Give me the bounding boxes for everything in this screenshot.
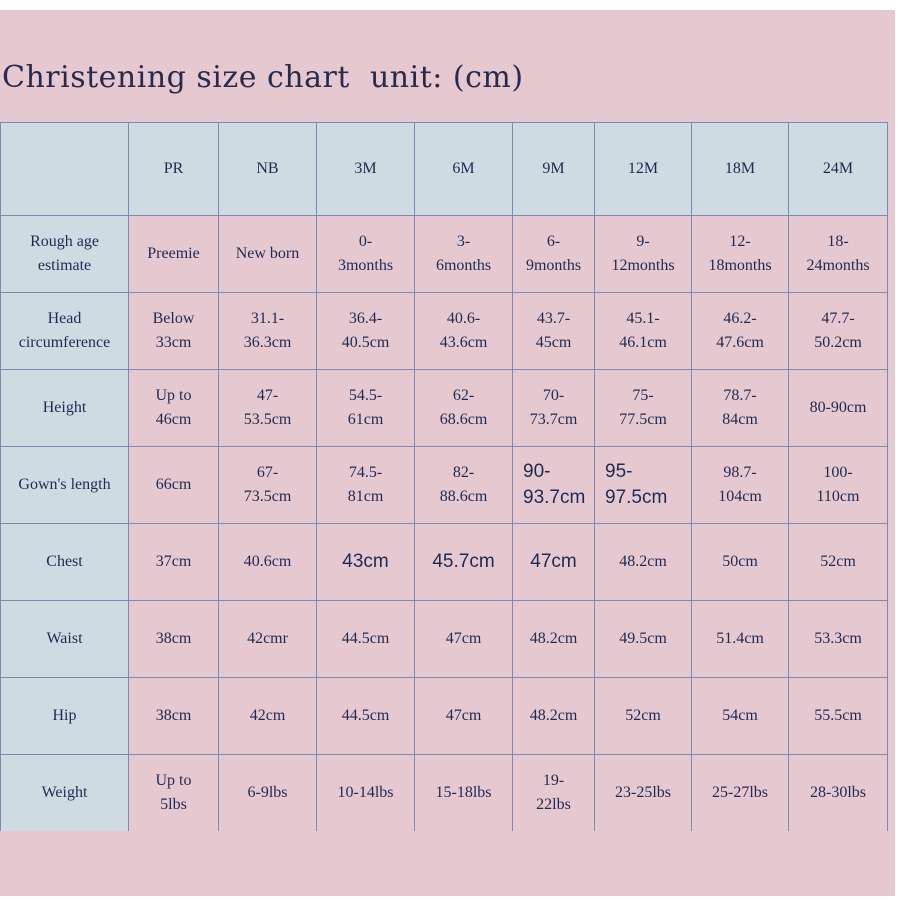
- table-cell: 82- 88.6cm: [414, 446, 513, 524]
- size-header-cell: 24M: [788, 122, 888, 216]
- table-cell: 38cm: [128, 677, 219, 755]
- size-header-cell: 12M: [594, 122, 692, 216]
- table-cell: 46.2- 47.6cm: [691, 292, 789, 370]
- table-row: Weight Up to 5lbs 6-9lbs 10-14lbs 15-18l…: [0, 754, 888, 831]
- table-cell: 37cm: [128, 523, 219, 601]
- size-header-cell: 18M: [691, 122, 789, 216]
- table-cell: 47.7- 50.2cm: [788, 292, 888, 370]
- table-cell: 19- 22lbs: [512, 754, 595, 831]
- table-cell: 42cmr: [218, 600, 317, 678]
- chart-title: Christening size chart unit: (cm): [2, 60, 524, 95]
- table-row: Rough age estimate Preemie New born 0- 3…: [0, 215, 888, 293]
- table-cell: 55.5cm: [788, 677, 888, 755]
- table-cell: 80-90cm: [788, 369, 888, 447]
- table-row: Gown's length 66cm 67- 73.5cm 74.5- 81cm…: [0, 446, 888, 524]
- table-cell: 49.5cm: [594, 600, 692, 678]
- table-cell: 40.6cm: [218, 523, 317, 601]
- table-cell: 25-27lbs: [691, 754, 789, 831]
- row-label: Waist: [0, 600, 129, 678]
- table-cell: 28-30lbs: [788, 754, 888, 831]
- size-header-row: PR NB 3M 6M 9M 12M 18M 24M: [0, 122, 888, 216]
- table-cell: 54cm: [691, 677, 789, 755]
- size-header-cell: 3M: [316, 122, 415, 216]
- table-row: Chest 37cm 40.6cm 43cm 45.7cm 47cm 48.2c…: [0, 523, 888, 601]
- size-table: PR NB 3M 6M 9M 12M 18M 24M Rough age est…: [0, 122, 888, 831]
- table-cell: 10-14lbs: [316, 754, 415, 831]
- row-label: Gown's length: [0, 446, 129, 524]
- row-label: Rough age estimate: [0, 215, 129, 293]
- table-cell: 36.4- 40.5cm: [316, 292, 415, 370]
- row-label: Hip: [0, 677, 129, 755]
- table-cell: 47cm: [414, 600, 513, 678]
- table-cell: 54.5- 61cm: [316, 369, 415, 447]
- table-cell: 44.5cm: [316, 677, 415, 755]
- table-row: Hip 38cm 42cm 44.5cm 47cm 48.2cm 52cm 54…: [0, 677, 888, 755]
- table-cell: 98.7- 104cm: [691, 446, 789, 524]
- table-cell: 9- 12months: [594, 215, 692, 293]
- table-row: Waist 38cm 42cmr 44.5cm 47cm 48.2cm 49.5…: [0, 600, 888, 678]
- table-cell: 48.2cm: [512, 600, 595, 678]
- table-cell: 48.2cm: [512, 677, 595, 755]
- table-cell: 66cm: [128, 446, 219, 524]
- table-cell: 51.4cm: [691, 600, 789, 678]
- size-header-cell: PR: [128, 122, 219, 216]
- row-label: Height: [0, 369, 129, 447]
- table-cell: 47cm: [512, 523, 595, 601]
- row-label: Head circumference: [0, 292, 129, 370]
- table-cell: 43.7- 45cm: [512, 292, 595, 370]
- table-cell: 3- 6months: [414, 215, 513, 293]
- table-cell: 90- 93.7cm: [512, 446, 595, 524]
- table-cell: 6-9lbs: [218, 754, 317, 831]
- table-cell: 95- 97.5cm: [594, 446, 692, 524]
- table-cell: 47- 53.5cm: [218, 369, 317, 447]
- row-label: Chest: [0, 523, 129, 601]
- table-cell: Up to 5lbs: [128, 754, 219, 831]
- table-cell: 0- 3months: [316, 215, 415, 293]
- size-header-cell: 9M: [512, 122, 595, 216]
- table-cell: 75- 77.5cm: [594, 369, 692, 447]
- table-cell: 70- 73.7cm: [512, 369, 595, 447]
- table-cell: 52cm: [788, 523, 888, 601]
- table-cell: Preemie: [128, 215, 219, 293]
- table-cell: 18- 24months: [788, 215, 888, 293]
- row-label: Weight: [0, 754, 129, 831]
- table-cell: 44.5cm: [316, 600, 415, 678]
- table-cell: 31.1- 36.3cm: [218, 292, 317, 370]
- table-row: Head circumference Below 33cm 31.1- 36.3…: [0, 292, 888, 370]
- table-cell: 15-18lbs: [414, 754, 513, 831]
- table-cell: 40.6- 43.6cm: [414, 292, 513, 370]
- table-cell: 48.2cm: [594, 523, 692, 601]
- table-cell: Below 33cm: [128, 292, 219, 370]
- table-cell: 47cm: [414, 677, 513, 755]
- table-row: Height Up to 46cm 47- 53.5cm 54.5- 61cm …: [0, 369, 888, 447]
- table-cell: 23-25lbs: [594, 754, 692, 831]
- table-cell: 52cm: [594, 677, 692, 755]
- table-cell: 67- 73.5cm: [218, 446, 317, 524]
- table-cell: 62- 68.6cm: [414, 369, 513, 447]
- table-cell: 43cm: [316, 523, 415, 601]
- table-cell: 53.3cm: [788, 600, 888, 678]
- size-header-cell: 6M: [414, 122, 513, 216]
- table-cell: 78.7- 84cm: [691, 369, 789, 447]
- table-cell: New born: [218, 215, 317, 293]
- table-cell: 45.1- 46.1cm: [594, 292, 692, 370]
- table-cell: 45.7cm: [414, 523, 513, 601]
- table-cell: 50cm: [691, 523, 789, 601]
- header-corner-cell: [0, 122, 129, 216]
- table-cell: 42cm: [218, 677, 317, 755]
- table-cell: 100- 110cm: [788, 446, 888, 524]
- table-cell: Up to 46cm: [128, 369, 219, 447]
- size-header-cell: NB: [218, 122, 317, 216]
- table-cell: 6- 9months: [512, 215, 595, 293]
- table-cell: 38cm: [128, 600, 219, 678]
- table-cell: 74.5- 81cm: [316, 446, 415, 524]
- size-chart-page: Christening size chart unit: (cm) PR NB …: [0, 10, 895, 896]
- table-cell: 12- 18months: [691, 215, 789, 293]
